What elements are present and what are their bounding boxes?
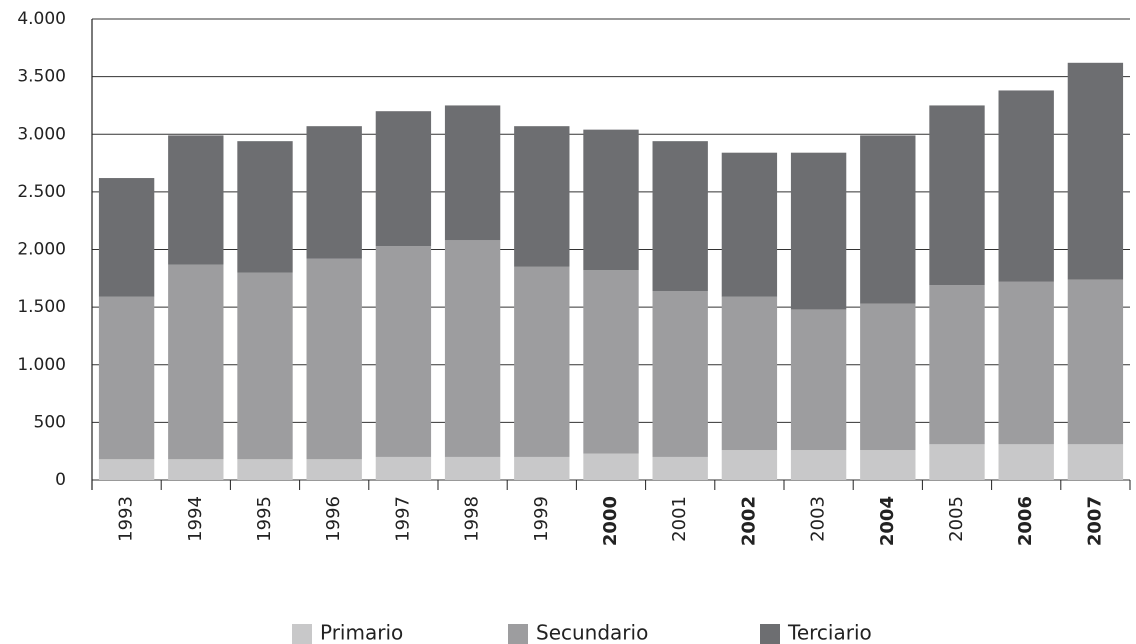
bar-segment — [721, 450, 778, 480]
y-tick-label: 3.500 — [17, 67, 66, 87]
legend-label: Secundario — [536, 621, 648, 644]
bar-segment — [652, 456, 708, 480]
bar-segment — [998, 90, 1054, 282]
bar-segment — [237, 272, 293, 460]
bar-segment — [168, 135, 224, 265]
x-tick-label: 2000 — [600, 496, 621, 546]
x-tick-label: 2004 — [877, 496, 898, 546]
y-tick-label: 1.000 — [17, 355, 66, 375]
bar-segment — [306, 459, 362, 480]
legend-swatch — [508, 624, 528, 644]
y-tick-label: 1.500 — [17, 297, 66, 317]
bar-segment — [237, 459, 293, 480]
legend-label: Primario — [320, 621, 403, 644]
bar-segment — [444, 456, 501, 480]
legend-swatch — [292, 624, 312, 644]
y-tick-label: 4.000 — [17, 9, 66, 29]
bar-segment — [929, 285, 985, 445]
bar-segment — [860, 450, 916, 480]
bar-segment — [721, 296, 778, 451]
bar-segment — [98, 459, 155, 480]
legend-swatch — [760, 624, 780, 644]
x-tick-label: 2005 — [946, 496, 967, 542]
y-tick-label: 2.000 — [17, 240, 66, 260]
bar-segment — [652, 290, 708, 457]
bar-segment — [444, 105, 501, 241]
bar-segment — [929, 444, 985, 480]
x-tick-label: 2006 — [1015, 496, 1036, 546]
bar-segment — [375, 456, 432, 480]
bar-segment — [1067, 62, 1124, 280]
x-tick-label: 1997 — [392, 496, 413, 542]
bar-segment — [375, 246, 432, 457]
x-tick-label: 1993 — [116, 496, 137, 542]
x-tick-label: 2002 — [738, 496, 759, 546]
y-tick-label: 500 — [34, 412, 66, 432]
bar-segment — [790, 450, 847, 480]
bar-segment — [860, 135, 916, 304]
bar-segment — [652, 141, 708, 291]
x-tick-label: 2007 — [1084, 496, 1105, 546]
bar-segment — [98, 178, 155, 297]
x-tick-label: 1995 — [254, 496, 275, 542]
bar-segment — [306, 258, 362, 460]
bar-segment — [929, 105, 985, 286]
bar-segment — [514, 126, 570, 267]
bar-segment — [98, 296, 155, 460]
legend-label: Terciario — [787, 621, 872, 644]
x-tick-label: 1994 — [185, 496, 206, 542]
bar-segment — [168, 459, 224, 480]
bar-segment — [998, 281, 1054, 445]
bar-segment — [444, 240, 501, 457]
bar-segment — [1067, 279, 1124, 445]
y-tick-label: 2.500 — [17, 182, 66, 202]
x-tick-label: 1998 — [462, 496, 483, 542]
bar-segment — [583, 453, 639, 480]
y-tick-label: 0 — [55, 470, 66, 490]
bar-segment — [514, 456, 570, 480]
bar-segment — [860, 303, 916, 451]
x-tick-label: 2003 — [808, 496, 829, 542]
x-tick-label: 1996 — [323, 496, 344, 542]
bar-segment — [168, 264, 224, 460]
bar-segment — [375, 111, 432, 247]
bar-segment — [1067, 444, 1124, 480]
y-tick-label: 3.000 — [17, 124, 66, 144]
bar-segment — [237, 141, 293, 273]
x-tick-label: 2001 — [669, 496, 690, 542]
bar-segment — [306, 126, 362, 259]
bar-segment — [790, 152, 847, 310]
bar-segment — [583, 129, 639, 271]
bar-segment — [514, 266, 570, 457]
bar-segment — [998, 444, 1054, 480]
bar-segment — [583, 270, 639, 454]
bar-segment — [790, 309, 847, 451]
bar-segment — [721, 152, 778, 297]
x-tick-label: 1999 — [531, 496, 552, 542]
